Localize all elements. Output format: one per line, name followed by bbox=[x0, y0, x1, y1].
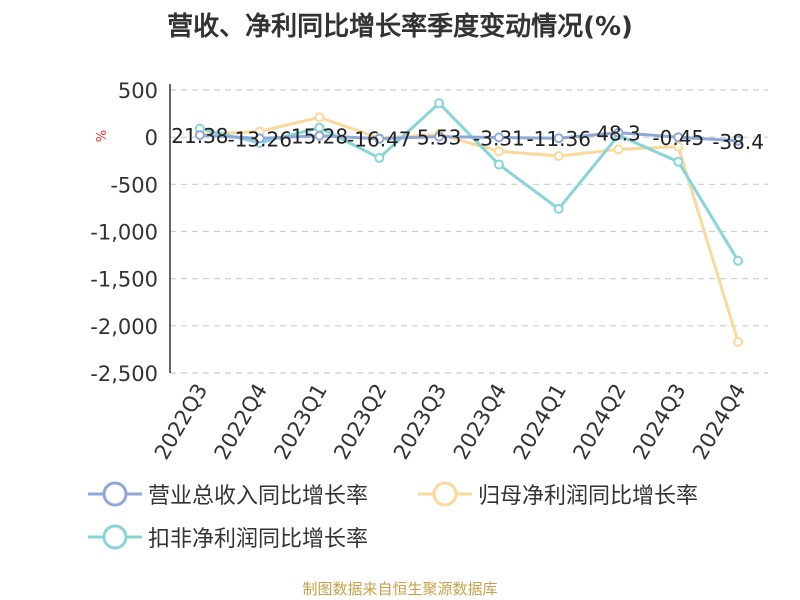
y-tick-label: -2,000 bbox=[90, 315, 158, 339]
y-axis-label: % bbox=[95, 130, 110, 142]
y-tick-label: -1,000 bbox=[90, 221, 158, 245]
legend-label-net-profit: 归母净利润同比增长率 bbox=[478, 484, 699, 509]
data-point bbox=[553, 203, 564, 214]
data-label: 48.3 bbox=[596, 122, 641, 146]
legend-item-revenue[interactable]: 营业总收入同比增长率 bbox=[88, 478, 368, 510]
legend-label-revenue: 营业总收入同比增长率 bbox=[148, 484, 369, 509]
x-tick-label: 2024Q2 bbox=[568, 380, 630, 464]
data-point bbox=[374, 152, 385, 163]
y-tick-label: -500 bbox=[110, 173, 158, 197]
x-tick-label: 2024Q3 bbox=[628, 380, 690, 464]
data-point bbox=[434, 98, 445, 109]
data-point bbox=[613, 127, 624, 138]
data-point bbox=[434, 131, 445, 142]
data-point bbox=[493, 132, 504, 143]
legend-label-deducted-net-profit: 扣非净利润同比增长率 bbox=[148, 527, 369, 552]
data-point bbox=[493, 146, 504, 157]
legend-swatch-deducted-net-profit bbox=[88, 524, 142, 550]
data-point bbox=[733, 135, 744, 146]
x-tick-label: 2022Q3 bbox=[150, 380, 212, 464]
data-point bbox=[733, 255, 744, 266]
series-line bbox=[199, 101, 740, 262]
data-point bbox=[673, 132, 684, 143]
data-label: -11.36 bbox=[526, 127, 590, 151]
y-tick-label: 0 bbox=[145, 126, 158, 150]
data-point bbox=[374, 133, 385, 144]
data-point bbox=[314, 112, 325, 123]
y-tick-label: -2,500 bbox=[90, 362, 158, 386]
data-label: 5.53 bbox=[417, 126, 462, 150]
legend-item-net-profit[interactable]: 归母净利润同比增长率 bbox=[418, 478, 698, 510]
data-point bbox=[673, 156, 684, 167]
x-tick-label: 2024Q1 bbox=[509, 380, 571, 464]
legend-swatch-revenue bbox=[88, 481, 142, 507]
data-point bbox=[613, 144, 624, 155]
data-point bbox=[314, 130, 325, 141]
data-label: 21.38 bbox=[171, 124, 228, 148]
chart-title: 营收、净利同比增长率季度变动情况(%) bbox=[167, 12, 633, 42]
x-tick-label: 2023Q4 bbox=[449, 380, 511, 464]
x-tick-label: 2023Q2 bbox=[329, 380, 391, 464]
data-label: -0.45 bbox=[652, 126, 704, 150]
data-label: -38.4 bbox=[712, 130, 764, 154]
data-point bbox=[254, 133, 265, 144]
data-label: -16.47 bbox=[347, 128, 411, 152]
x-tick-label: 2024Q4 bbox=[688, 380, 750, 464]
data-label: -3.31 bbox=[473, 126, 525, 150]
data-point bbox=[553, 151, 564, 162]
legend-swatch-net-profit bbox=[418, 481, 472, 507]
data-label: -13.26 bbox=[227, 127, 291, 151]
data-point bbox=[553, 133, 564, 144]
series-line bbox=[199, 131, 739, 143]
x-tick-label: 2023Q1 bbox=[269, 380, 331, 464]
legend-item-deducted-net-profit[interactable]: 扣非净利润同比增长率 bbox=[88, 521, 368, 553]
y-tick-label: -1,500 bbox=[90, 268, 158, 292]
data-point bbox=[733, 336, 744, 347]
data-point bbox=[673, 141, 684, 152]
y-tick-label: 500 bbox=[118, 79, 158, 103]
data-point bbox=[194, 130, 205, 141]
data-point bbox=[493, 159, 504, 170]
x-tick-label: 2022Q4 bbox=[210, 380, 272, 464]
x-tick-label: 2023Q3 bbox=[389, 379, 451, 463]
data-label: 15.28 bbox=[291, 125, 348, 149]
data-source-note: 制图数据来自恒生聚源数据库 bbox=[302, 580, 498, 598]
